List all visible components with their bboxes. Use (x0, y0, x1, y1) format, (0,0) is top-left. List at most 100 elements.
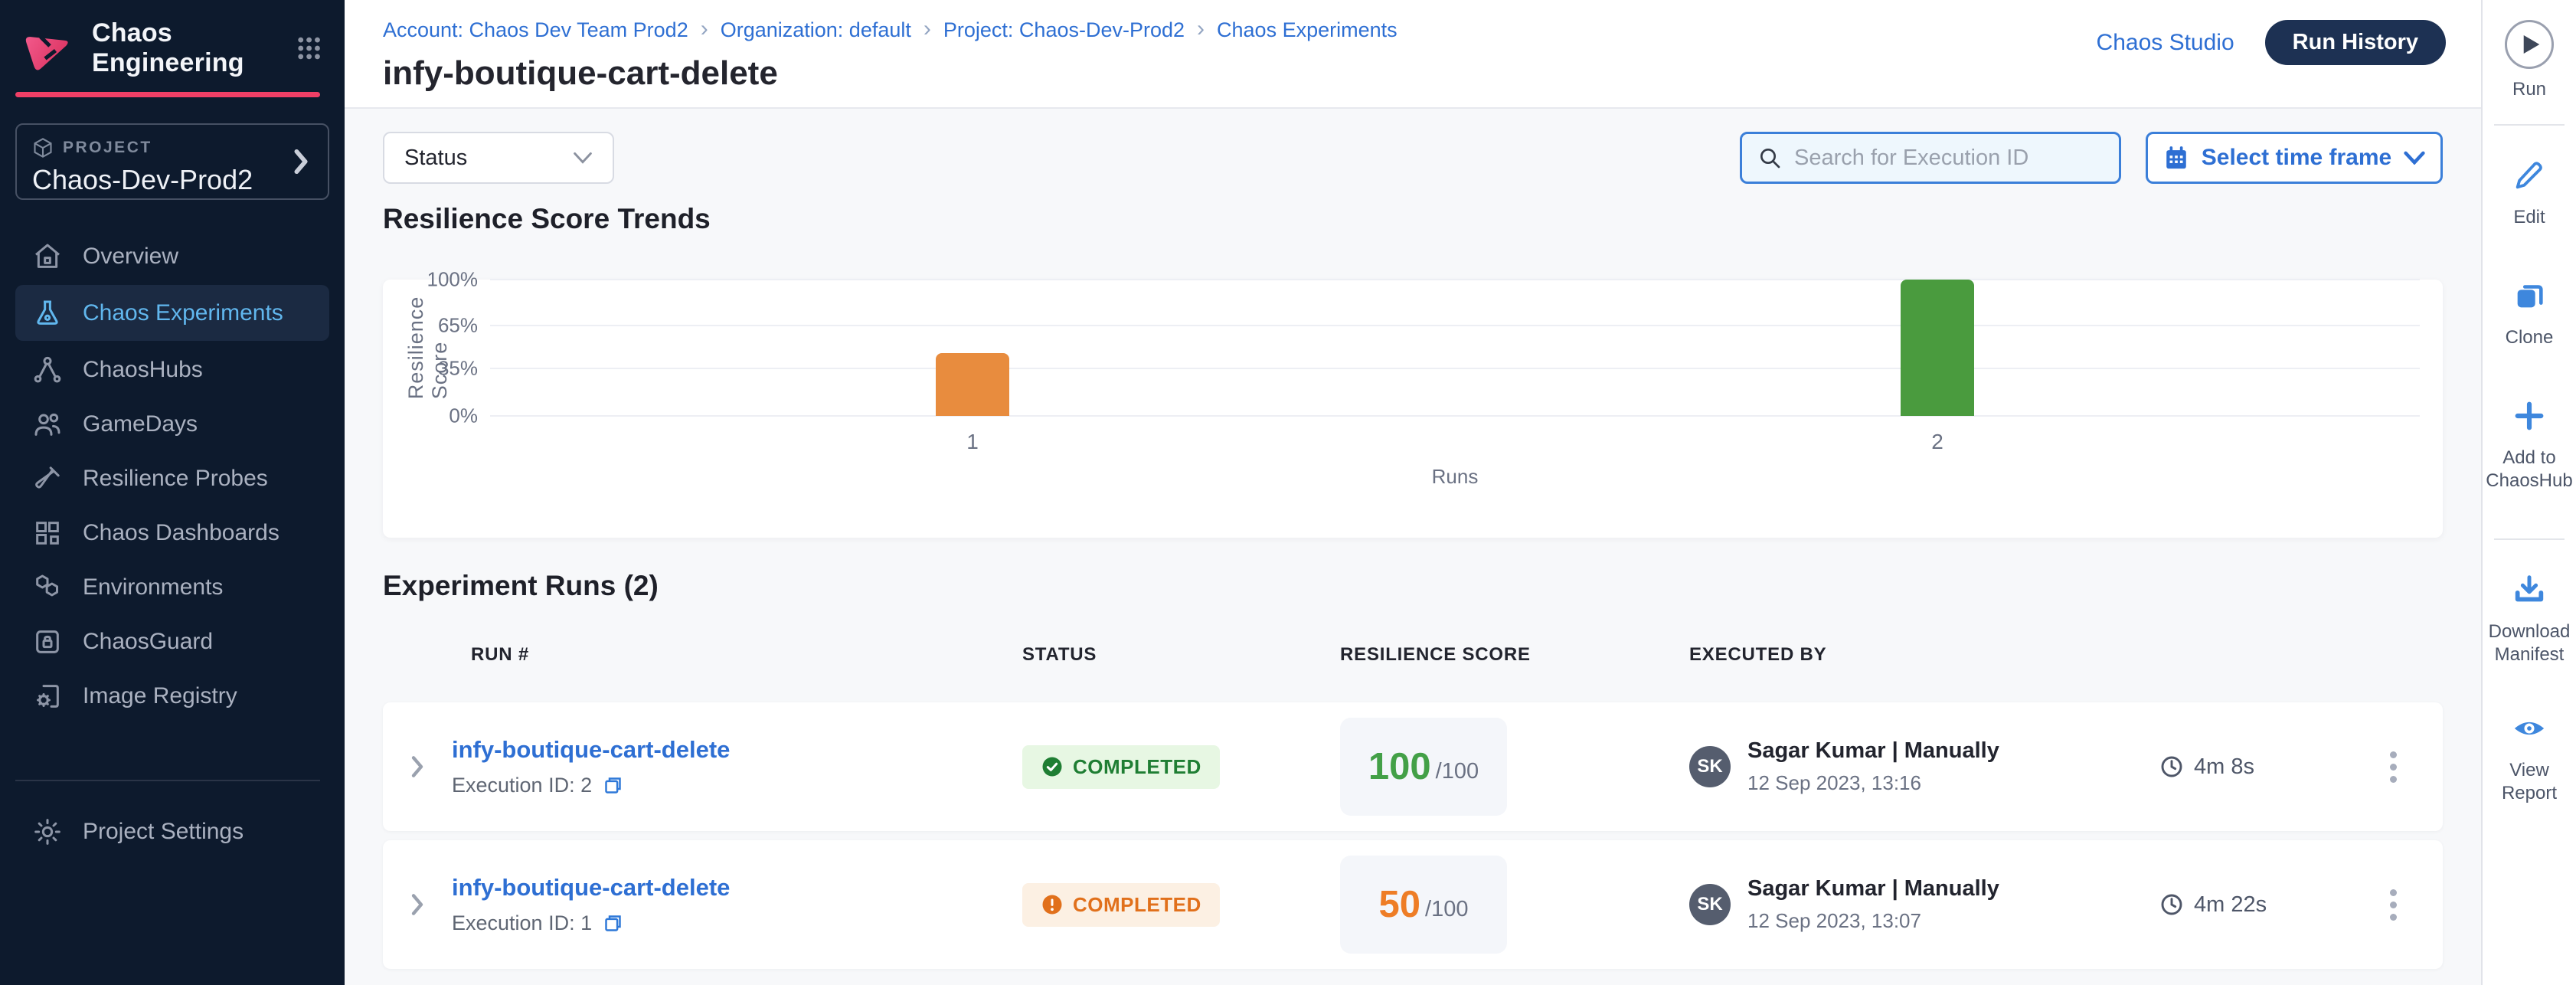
column-header-status: STATUS (1022, 644, 1097, 665)
row-menu-kebab-icon[interactable] (2389, 751, 2397, 783)
clone-button[interactable]: Clone (2483, 278, 2576, 349)
score-cell: 100 /100 (1252, 718, 1677, 816)
executed-at: 12 Sep 2023, 13:16 (1747, 771, 1921, 794)
sidebar-item-gamedays[interactable]: GameDays (0, 397, 345, 451)
breadcrumb-chaos-experiments[interactable]: Chaos Experiments (1217, 18, 1398, 41)
breadcrumb-project[interactable]: Project: Chaos-Dev-Prod2 (943, 18, 1185, 41)
search-input[interactable] (1794, 145, 2104, 171)
sidebar-item-label: ChaosHubs (83, 356, 203, 382)
expand-row-icon[interactable] (410, 754, 425, 780)
play-icon (2523, 35, 2539, 54)
row-menu-kebab-icon[interactable] (2389, 888, 2397, 921)
sidebar-item-label: Chaos Experiments (83, 299, 283, 326)
status-filter-dropdown[interactable]: Status (383, 132, 614, 184)
run-button[interactable] (2505, 20, 2554, 69)
duration-text: 4m 22s (2194, 892, 2267, 917)
run-name-cell: infy-boutique-cart-delete Execution ID: … (452, 736, 934, 797)
dashboard-icon (36, 521, 59, 545)
time-frame-button[interactable]: Select time frame (2146, 132, 2443, 184)
search-icon (1760, 149, 1780, 169)
run-name-cell: infy-boutique-cart-delete Execution ID: … (452, 874, 934, 935)
run-name-link[interactable]: infy-boutique-cart-delete (452, 736, 731, 763)
duration-text: 4m 8s (2194, 754, 2254, 779)
sidebar-item-chaoshubs[interactable]: ChaosHubs (0, 342, 345, 397)
bar-run-1[interactable] (936, 353, 1009, 416)
sidebar-item-chaos-experiments[interactable]: Chaos Experiments (15, 285, 329, 341)
clone-icon (2517, 285, 2543, 308)
flask-icon (37, 300, 58, 325)
executed-by-name: Sagar Kumar | Manually (1747, 738, 1999, 763)
download-manifest-button[interactable]: Download Manifest (2483, 572, 2576, 666)
table-row: infy-boutique-cart-delete Execution ID: … (383, 840, 2443, 969)
run-name-link[interactable]: infy-boutique-cart-delete (452, 874, 731, 901)
score-value: 100 (1368, 746, 1431, 787)
chevron-down-icon (2404, 151, 2425, 165)
trends-title: Resilience Score Trends (383, 203, 711, 234)
column-header-executed-by: EXECUTED BY (1689, 644, 1827, 665)
hub-icon (34, 356, 61, 382)
view-report-label: View Report (2501, 760, 2558, 803)
experiment-runs-title: Experiment Runs (2) (383, 570, 659, 601)
chart-x-axis-label: Runs (1431, 465, 1479, 488)
column-header-resilience-score: RESILIENCE SCORE (1340, 644, 1531, 665)
project-cube-icon (34, 138, 52, 158)
bar-run-2[interactable] (1901, 280, 1974, 416)
y-tick-label: 100% (427, 267, 479, 291)
chart-y-axis-label: Resilience Score (404, 296, 451, 400)
time-frame-label: Select time frame (2201, 145, 2392, 170)
view-report-button[interactable]: View Report (2483, 711, 2576, 805)
execution-id-label: Execution ID: 2 (452, 774, 593, 797)
status-badge: COMPLETED (1022, 882, 1220, 927)
duration-cell: 4m 8s (2159, 754, 2343, 780)
edit-button[interactable]: Edit (2483, 158, 2576, 229)
executed-by-cell: SK Sagar Kumar | Manually 12 Sep 2023, 1… (1677, 738, 2159, 795)
score-value: 50 (1378, 884, 1421, 925)
status-cell: COMPLETED (934, 882, 1252, 927)
expand-row-icon[interactable] (410, 892, 425, 918)
add-to-chaoshub-label: Add to ChaosHub (2486, 447, 2573, 491)
copy-icon[interactable] (603, 775, 623, 796)
chevron-right-icon (294, 149, 308, 175)
sidebar-item-label: Overview (83, 243, 179, 269)
hexagons-icon (36, 574, 58, 596)
sidebar-item-image-registry[interactable]: Image Registry (0, 669, 345, 723)
score-denominator: /100 (1425, 896, 1469, 921)
duration-cell: 4m 22s (2159, 892, 2343, 918)
sidebar-item-overview[interactable]: Overview (0, 229, 345, 283)
project-selector[interactable]: PROJECT Chaos-Dev-Prod2 (15, 123, 329, 200)
execution-id-label: Execution ID: 1 (452, 911, 593, 934)
status-text: COMPLETED (1073, 754, 1201, 778)
y-tick-label: 0% (449, 404, 478, 427)
copy-icon[interactable] (603, 913, 623, 934)
project-name: Chaos-Dev-Prod2 (32, 164, 253, 195)
sidebar-item-environments[interactable]: Environments (0, 560, 345, 614)
add-to-chaoshub-button[interactable]: Add to ChaosHub (2483, 398, 2576, 492)
chart-plot-area: Resilience Score 100% 65% 35% 0% 1 2 (404, 268, 2420, 453)
y-tick-label: 65% (437, 313, 478, 337)
sidebar-item-resilience-probes[interactable]: Resilience Probes (0, 451, 345, 506)
clone-label: Clone (2505, 327, 2554, 348)
sidebar-divider (15, 780, 320, 781)
people-icon (34, 413, 60, 436)
executed-by-name: Sagar Kumar | Manually (1747, 876, 1999, 901)
gridline (490, 324, 2420, 326)
run-history-button[interactable]: Run History (2264, 20, 2446, 65)
logo-row: Chaos Engineering (0, 0, 345, 78)
sidebar: Chaos Engineering PROJECT Chaos-Dev-Prod… (0, 0, 345, 985)
sidebar-item-project-settings[interactable]: Project Settings (0, 804, 345, 859)
breadcrumb-organization[interactable]: Organization: default (720, 18, 911, 41)
sidebar-item-label: Project Settings (83, 818, 244, 844)
chevron-down-icon (574, 152, 592, 164)
x-tick-label: 2 (1931, 430, 1943, 453)
sidebar-item-chaos-dashboards[interactable]: Chaos Dashboards (0, 506, 345, 560)
sidebar-item-label: ChaosGuard (83, 628, 214, 654)
download-icon (2515, 575, 2544, 602)
sidebar-item-chaosguard[interactable]: ChaosGuard (0, 614, 345, 669)
plus-icon (2515, 401, 2544, 430)
app-switcher-grid-icon[interactable] (295, 31, 323, 65)
toolbar-divider (2494, 124, 2565, 126)
sidebar-settings: Project Settings (0, 804, 345, 859)
chaos-studio-link[interactable]: Chaos Studio (2096, 29, 2234, 55)
test-tube-icon (35, 466, 60, 489)
breadcrumb-account[interactable]: Account: Chaos Dev Team Prod2 (383, 18, 688, 41)
